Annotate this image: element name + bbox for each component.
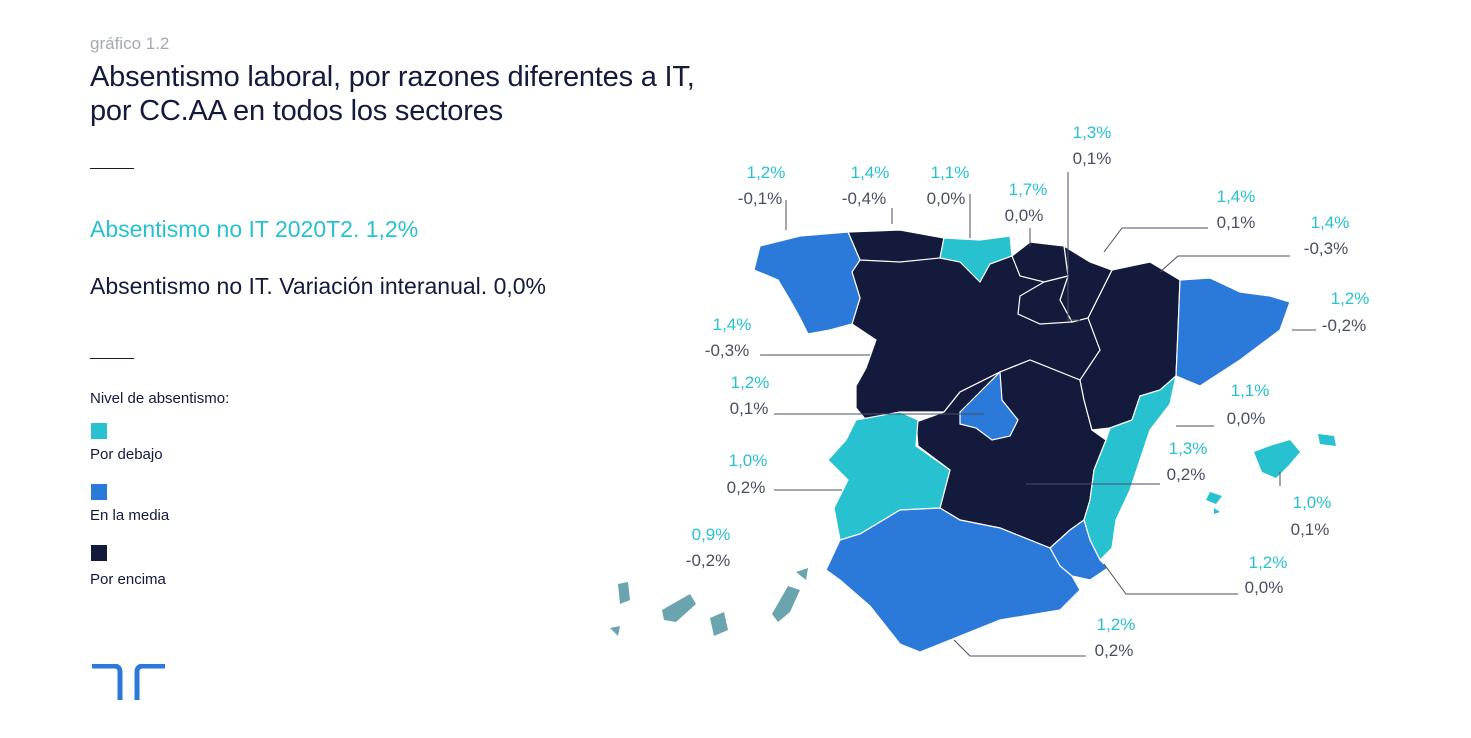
svg-text:1,1%: 1,1% — [931, 163, 970, 182]
legend-label-below: Por debajo — [90, 446, 163, 463]
label-galicia: 1,2% -0,1% — [738, 163, 786, 208]
title-line-2: por CC.AA en todos los sectores — [90, 95, 503, 127]
svg-text:1,2%: 1,2% — [1331, 289, 1370, 308]
svg-text:-0,4%: -0,4% — [842, 189, 886, 208]
region-galicia — [753, 231, 861, 335]
chart-title: Absentismo laboral, por razones diferent… — [90, 60, 810, 128]
svg-text:0,1%: 0,1% — [1073, 149, 1112, 168]
svg-text:-0,1%: -0,1% — [738, 189, 782, 208]
svg-text:0,1%: 0,1% — [1291, 520, 1330, 539]
label-valencia: 1,1% 0,0% — [1227, 381, 1270, 428]
legend-label-above: Por encima — [90, 571, 166, 588]
region-asturias — [847, 229, 945, 263]
title-line-1: Absentismo laboral, por razones diferent… — [90, 61, 695, 93]
label-castilla-y-leon: 1,4% -0,3% — [705, 315, 752, 360]
svg-text:0,2%: 0,2% — [1167, 465, 1206, 484]
chart-subtitle: gráfico 1.2 — [90, 34, 170, 53]
label-pais-vasco: 1,7% 0,0% — [1005, 180, 1048, 225]
divider-bottom — [90, 358, 134, 359]
label-cantabria: 1,1% 0,0% — [927, 163, 970, 208]
svg-text:1,3%: 1,3% — [1073, 123, 1112, 142]
svg-text:1,2%: 1,2% — [1249, 553, 1288, 572]
label-madrid: 1,2% 0,1% — [730, 373, 770, 418]
svg-text:0,0%: 0,0% — [927, 189, 966, 208]
region-madrid — [959, 370, 1019, 441]
svg-text:1,4%: 1,4% — [851, 163, 890, 182]
label-navarra: 1,4% 0,1% — [1217, 187, 1256, 232]
label-cataluna: 1,2% -0,2% — [1322, 289, 1370, 335]
svg-text:1,3%: 1,3% — [1169, 439, 1208, 458]
svg-text:-0,3%: -0,3% — [1304, 239, 1348, 258]
svg-text:1,4%: 1,4% — [1217, 187, 1256, 206]
absentism-variation-stat: Absentismo no IT. Variación interanual. … — [90, 273, 546, 299]
label-la-rioja: 1,3% 0,1% — [1073, 123, 1112, 168]
region-valencia — [1083, 374, 1177, 562]
region-canarias — [610, 568, 808, 636]
legend-swatch-above — [91, 545, 107, 561]
legend-label-average: En la media — [90, 507, 170, 524]
label-murcia: 1,2% 0,0% — [1245, 553, 1288, 597]
region-andalucia — [825, 507, 1081, 653]
region-baleares — [1206, 434, 1336, 514]
legend-swatch-below — [91, 423, 107, 439]
svg-text:0,1%: 0,1% — [1217, 213, 1256, 232]
svg-text:-0,3%: -0,3% — [705, 341, 749, 360]
svg-text:1,4%: 1,4% — [1311, 213, 1350, 232]
svg-text:0,0%: 0,0% — [1245, 578, 1284, 597]
svg-text:1,0%: 1,0% — [729, 451, 768, 470]
svg-text:0,2%: 0,2% — [727, 478, 766, 497]
svg-text:1,2%: 1,2% — [731, 373, 770, 392]
svg-text:0,0%: 0,0% — [1005, 206, 1044, 225]
svg-text:0,2%: 0,2% — [1095, 641, 1134, 660]
svg-text:0,0%: 0,0% — [1227, 409, 1266, 428]
label-baleares: 1,0% 0,1% — [1291, 493, 1332, 539]
svg-text:1,2%: 1,2% — [747, 163, 786, 182]
svg-text:1,4%: 1,4% — [713, 315, 752, 334]
label-andalucia: 1,2% 0,2% — [1095, 615, 1136, 660]
svg-text:-0,2%: -0,2% — [686, 551, 730, 570]
svg-text:0,9%: 0,9% — [692, 525, 731, 544]
label-aragon: 1,4% -0,3% — [1304, 213, 1350, 258]
region-pais-vasco — [1011, 241, 1069, 283]
legend-swatch-average — [91, 484, 107, 500]
legend-title: Nivel de absentismo: — [90, 390, 230, 407]
brand-logo-icon — [92, 664, 165, 700]
region-cataluna — [1175, 277, 1291, 387]
svg-text:1,2%: 1,2% — [1097, 615, 1136, 634]
label-canarias: 0,9% -0,2% — [686, 525, 731, 570]
label-castilla-la-mancha: 1,3% 0,2% — [1167, 439, 1208, 484]
svg-text:0,1%: 0,1% — [730, 399, 769, 418]
label-asturias: 1,4% -0,4% — [842, 163, 890, 208]
region-la-rioja — [1017, 275, 1073, 325]
region-cantabria — [939, 235, 1013, 283]
svg-text:1,7%: 1,7% — [1009, 180, 1048, 199]
absentism-level-stat: Absentismo no IT 2020T2. 1,2% — [90, 216, 419, 242]
svg-text:1,0%: 1,0% — [1293, 493, 1332, 512]
svg-text:1,1%: 1,1% — [1231, 381, 1270, 400]
svg-text:-0,2%: -0,2% — [1322, 316, 1366, 335]
label-extremadura: 1,0% 0,2% — [727, 451, 768, 497]
divider-top — [90, 168, 134, 169]
